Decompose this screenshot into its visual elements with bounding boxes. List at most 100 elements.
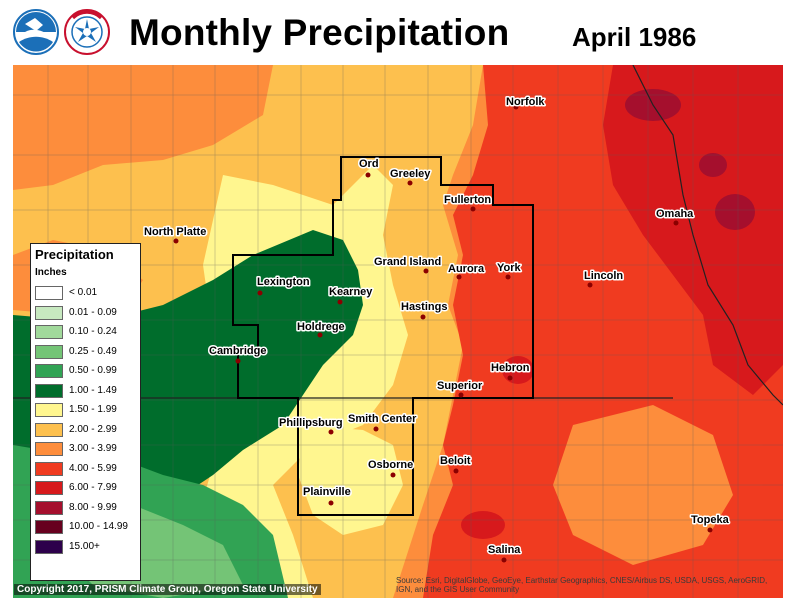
aurora-marker [456,274,462,280]
city-labels: Norfolk Ord Greeley Fullerton Omaha Nort… [143,95,732,558]
city-label-beloit: Beloit [440,455,471,467]
north-platte-marker [173,238,179,244]
greeley-marker [407,180,413,186]
legend-label: 10.00 - 14.99 [69,521,128,532]
precip-fill-1.5-2-ks [298,425,403,535]
legend-swatch [35,364,63,378]
legend-label: 0.25 - 0.49 [69,345,117,357]
norfolk-marker [513,104,519,110]
city-label-lexington: Lexington [257,276,310,288]
city-label-fullerton: Fullerton [444,194,491,206]
precip-fill-8-10-east [699,153,727,177]
topeka-marker [707,527,713,533]
legend-swatch [35,422,63,437]
fullerton-marker [470,206,476,212]
legend-label: 0.01 - 0.09 [69,306,117,318]
legend-label: < 0.01 [69,287,98,298]
cambridge-marker [235,358,241,364]
salina-marker [501,557,507,563]
legend-swatch [35,344,63,359]
city-label-aurora: Aurora [448,263,485,275]
city-label-superior: Superior [437,380,483,392]
beloit-marker [453,468,459,474]
legend-item: 0.50 - 0.99 [35,363,139,379]
legend-label: 1.50 - 1.99 [69,404,117,415]
city-label-plainville: Plainville [303,486,351,498]
legend-label: 3.00 - 3.99 [69,443,117,454]
legend-label: 8.00 - 9.99 [69,501,117,513]
legend-item: 15.00+ [35,539,139,555]
osborne-marker [390,472,396,478]
legend-swatch [35,286,63,300]
city-label-greeley: Greeley [390,168,431,180]
city-label-ord: Ord [359,158,379,170]
legend-label: 0.10 - 0.24 [69,326,117,337]
city-label-kearney: Kearney [329,286,373,298]
superior-marker [458,392,464,398]
kearney-marker [337,299,343,305]
legend-title: Precipitation [35,247,114,262]
legend: Precipitation Inches < 0.01 0.01 - 0.09 0.… [30,243,141,581]
legend-swatch [35,520,63,534]
city-label-york: York [497,262,522,274]
legend-label: 1.00 - 1.49 [69,384,117,396]
legend-swatch [35,461,63,476]
missouri-river-border [632,65,783,406]
legend-swatch [35,539,63,554]
legend-swatch [35,481,63,495]
legend-item: 10.00 - 14.99 [35,519,139,535]
header: Monthly Precipitation April 1986 [0,0,792,62]
legend-label: 2.00 - 2.99 [69,423,117,435]
legend-swatch [35,500,63,515]
copyright: Copyright 2017, PRISM Climate Group, Ore… [14,584,321,595]
city-label-topeka: Topeka [691,514,730,526]
legend-units: Inches [35,267,67,278]
legend-label: 0.50 - 0.99 [69,365,117,376]
legend-swatch [35,383,63,398]
city-markers [173,104,713,563]
ord-marker [365,172,371,178]
nws-logo-icon [64,9,110,55]
legend-item: < 0.01 [35,285,139,301]
legend-label: 6.00 - 7.99 [69,482,117,493]
phillipsburg-marker [328,429,334,435]
legend-label: 4.00 - 5.99 [69,462,117,474]
york-marker [505,274,511,280]
noaa-logo-icon [13,9,59,55]
city-label-holdrege: Holdrege [297,321,345,333]
precipitation-map[interactable]: Norfolk Ord Greeley Fullerton Omaha Nort… [13,65,783,598]
plainville-marker [328,500,334,506]
city-label-norfolk: Norfolk [506,96,545,108]
map-period: April 1986 [572,22,697,52]
source-attribution: Source: Esri, DigitalGlobe, GeoEye, Eart… [396,576,768,594]
city-label-cambridge: Cambridge [209,345,266,357]
city-label-hebron: Hebron [491,362,530,374]
legend-item: 2.00 - 2.99 [35,422,139,438]
city-label-lincoln: Lincoln [584,270,623,282]
legend-item: 1.00 - 1.49 [35,383,139,399]
legend-item: 3.00 - 3.99 [35,441,139,457]
city-label-hastings: Hastings [401,301,447,313]
city-label-salina: Salina [488,544,521,556]
omaha-marker [673,220,679,226]
legend-item: 6.00 - 7.99 [35,480,139,496]
legend-item: 0.10 - 0.24 [35,324,139,340]
legend-item: 8.00 - 9.99 [35,500,139,516]
legend-swatch [35,403,63,417]
legend-swatch [35,442,63,456]
map-title: Monthly Precipitation [129,12,510,53]
holdrege-marker [317,332,323,338]
focus-region-outline [232,156,534,516]
legend-swatch [35,305,63,320]
precip-fill-6-8-salina [461,511,505,539]
smith-center-marker [373,426,379,432]
hebron-marker [507,375,513,381]
lincoln-marker [587,282,593,288]
city-label-north-platte: North Platte [144,226,206,238]
legend-item: 4.00 - 5.99 [35,461,139,477]
legend-swatch [35,325,63,339]
city-label-osborne: Osborne [368,459,413,471]
legend-item: 0.01 - 0.09 [35,305,139,321]
city-label-phillipsburg: Phillipsburg [279,417,343,429]
